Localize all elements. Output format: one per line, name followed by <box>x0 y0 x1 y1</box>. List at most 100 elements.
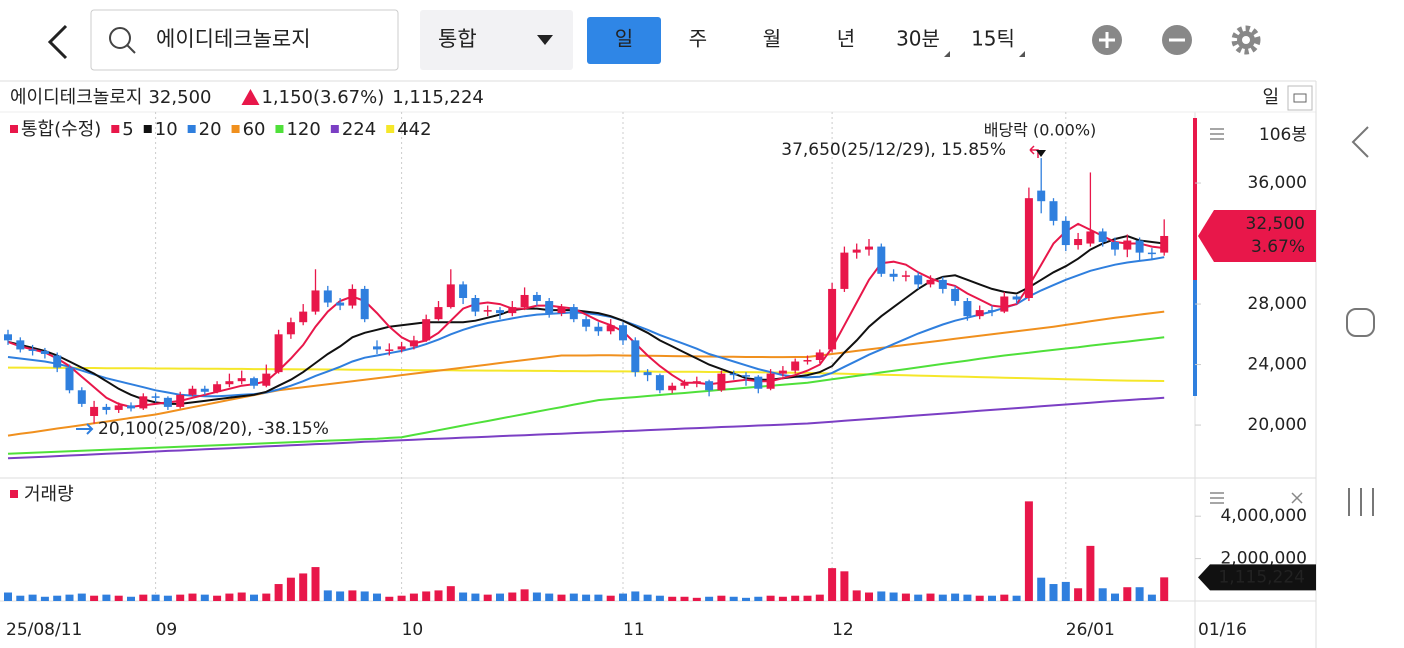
candle-body <box>434 307 443 320</box>
candle-body <box>852 249 861 253</box>
volume-bar <box>815 594 824 601</box>
market-dropdown[interactable] <box>420 10 573 70</box>
volume-bar <box>655 595 664 601</box>
volume-bar <box>791 595 800 601</box>
ma-line <box>7 336 1165 455</box>
volume-bar <box>151 594 160 601</box>
legend-label: 20 <box>199 119 222 140</box>
candle-body <box>1061 220 1070 246</box>
volume-bar <box>1160 577 1169 601</box>
candle-body <box>139 396 148 409</box>
period-tab[interactable]: 년 <box>837 27 855 51</box>
volume-bar <box>28 594 37 601</box>
candle-body <box>606 325 615 332</box>
candle-body <box>40 350 49 354</box>
volume-bar <box>742 597 750 601</box>
x-tick-label: 26/01 <box>1066 620 1115 640</box>
period-tab[interactable]: 월 <box>763 27 781 51</box>
period-tab[interactable]: 주 <box>689 27 707 51</box>
x-end-label: 01/16 <box>1198 620 1247 640</box>
ma-line <box>7 222 1165 408</box>
candle-body <box>496 310 504 314</box>
candle-body <box>828 288 837 350</box>
volume-bar <box>397 595 406 601</box>
candle-body <box>680 382 689 386</box>
candle-body <box>655 375 664 391</box>
volume-bar <box>778 596 787 601</box>
y-tick-label: 24,000 <box>1248 355 1307 375</box>
volume-bar <box>951 593 960 601</box>
price-tag <box>1198 209 1316 262</box>
tab-active[interactable] <box>587 17 661 64</box>
volume-bar <box>250 594 258 601</box>
legend-label: 120 <box>286 119 320 140</box>
x-tick-label: 12 <box>832 620 854 640</box>
pane-menu[interactable] <box>1210 128 1224 140</box>
y-tick-label: 20,000 <box>1248 415 1307 435</box>
volume-bar <box>680 596 689 601</box>
volume-bar <box>311 567 320 601</box>
volume-bar <box>348 590 357 601</box>
legend-label: 224 <box>342 119 376 140</box>
high-arrow <box>1029 145 1039 158</box>
candle-body <box>397 346 406 350</box>
candle-body <box>373 346 381 350</box>
volume-bar <box>139 594 148 601</box>
period-tab[interactable]: 15틱 <box>971 27 1015 51</box>
period-tab[interactable]: 30분 <box>896 27 940 51</box>
volume-bar <box>1074 588 1083 601</box>
candle-body <box>877 246 886 274</box>
candle-body <box>1049 201 1058 221</box>
volume-bar <box>729 596 738 601</box>
volume-bar <box>114 595 123 601</box>
pane-menu[interactable] <box>1210 492 1224 504</box>
volume-bar <box>619 593 627 601</box>
zoom-in[interactable] <box>1092 25 1122 55</box>
candle-body <box>643 372 652 376</box>
candle-body <box>127 405 135 409</box>
volume-bar <box>176 594 185 601</box>
volume-bar <box>213 595 222 601</box>
volume-bar <box>914 594 923 601</box>
volume-bar <box>127 596 135 601</box>
volume-bar <box>1111 593 1119 601</box>
tab-submenu <box>1019 51 1025 57</box>
candle-body <box>975 310 984 317</box>
candle-body <box>569 307 578 320</box>
market-label: 통합 <box>438 27 477 51</box>
volume-bar <box>188 593 197 601</box>
candle-body <box>200 388 209 392</box>
candle-body <box>237 378 246 382</box>
volume-bar <box>237 592 246 601</box>
volume-bar <box>1123 587 1132 601</box>
pane-close[interactable] <box>1291 492 1303 504</box>
candle-body <box>114 405 123 410</box>
candle-body <box>766 373 775 389</box>
volume-bar <box>471 593 480 601</box>
settings[interactable] <box>1231 25 1261 55</box>
candle-body <box>619 325 627 341</box>
volume-bar <box>90 595 99 601</box>
candle-body <box>705 381 714 391</box>
search-box[interactable] <box>90 9 399 71</box>
nav-back[interactable] <box>1351 126 1369 158</box>
candle-body <box>803 360 812 362</box>
period-tab[interactable]: 일 <box>615 27 633 51</box>
legend-swatch <box>187 125 196 133</box>
zoom-out[interactable] <box>1162 25 1192 55</box>
candle-body <box>360 288 369 320</box>
volume-bar <box>274 584 283 601</box>
back-button[interactable] <box>47 24 68 60</box>
ma-line <box>7 310 1165 437</box>
candle-body <box>791 361 800 371</box>
nav-home[interactable] <box>1346 308 1375 337</box>
volume-bar <box>828 568 837 601</box>
legend-label: 5 <box>122 119 133 140</box>
volume-bar <box>594 594 603 601</box>
volume-bar <box>53 595 62 601</box>
period-box[interactable] <box>1287 85 1313 111</box>
volume-bar <box>40 596 49 601</box>
candle-body <box>90 406 99 416</box>
nav-recent[interactable] <box>1348 488 1374 516</box>
candle-body <box>1098 231 1107 243</box>
